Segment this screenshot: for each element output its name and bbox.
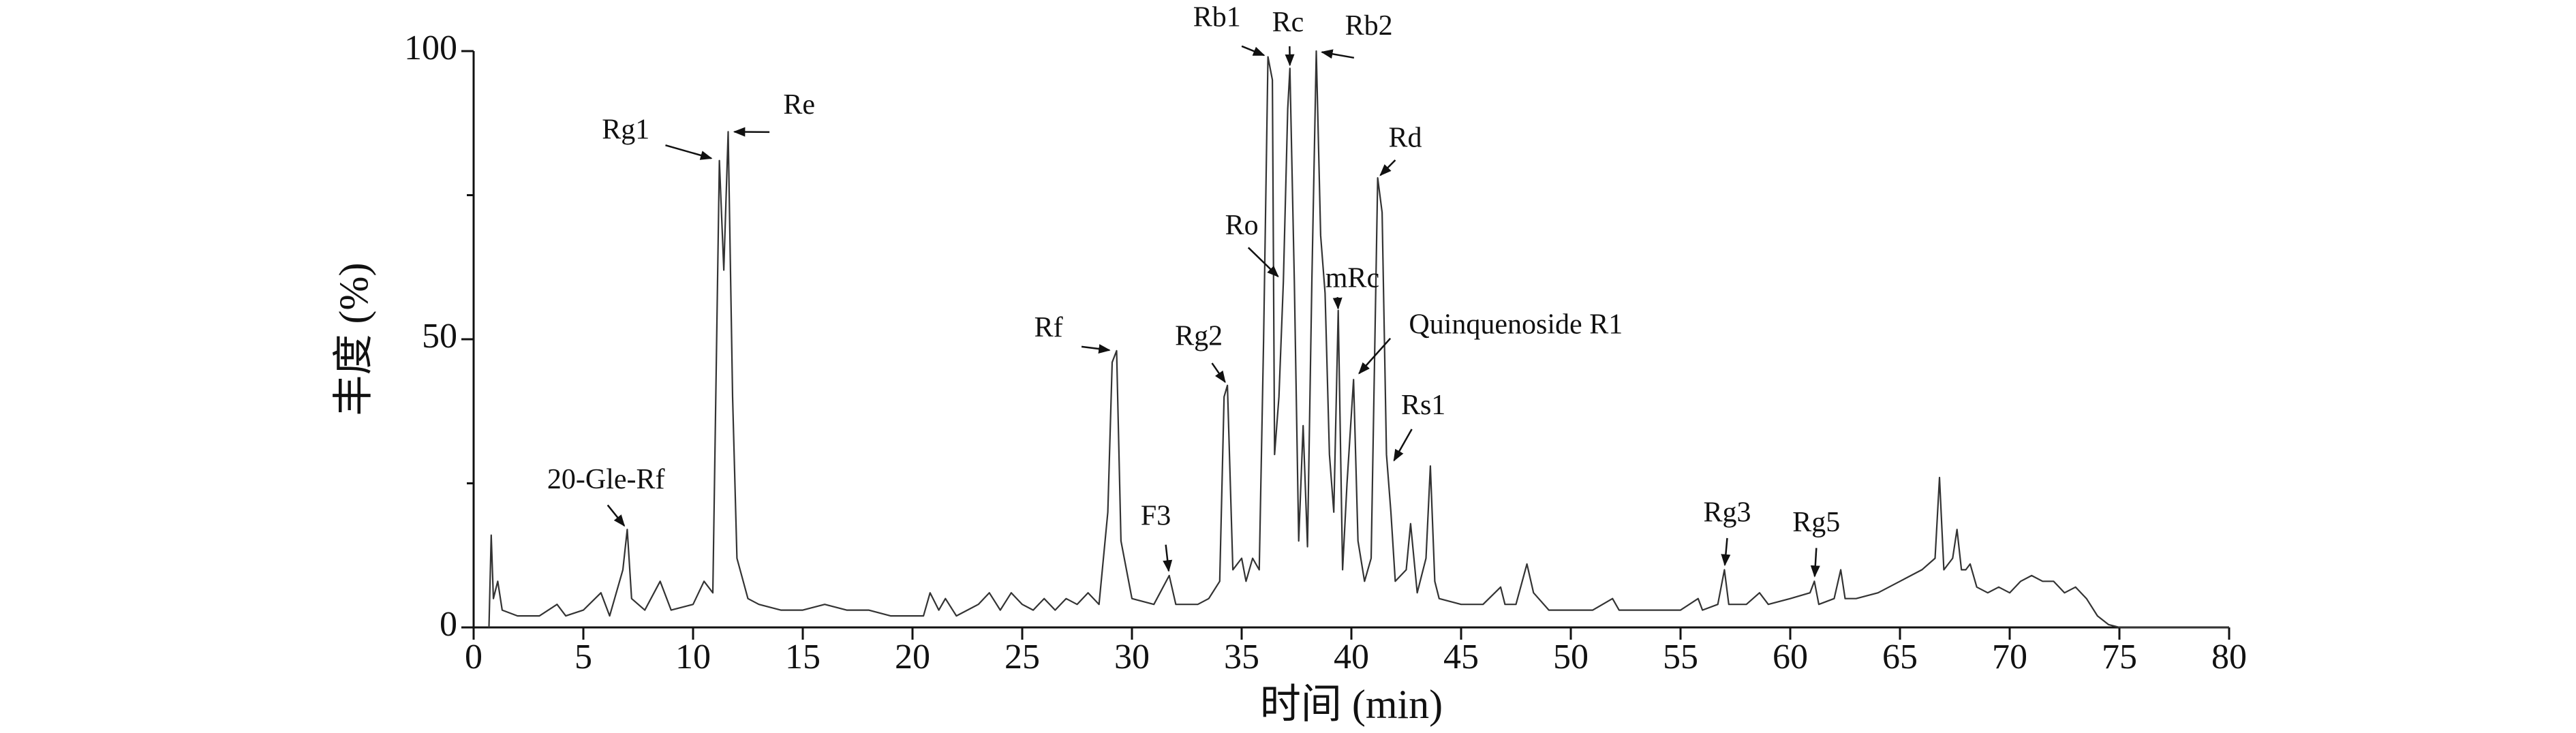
- x-tick-label: 25: [1005, 638, 1040, 676]
- x-tick-label: 30: [1114, 638, 1150, 676]
- peak-arrow: [1379, 159, 1396, 176]
- peak-label: mRc: [1325, 263, 1379, 294]
- y-tick-label: 100: [404, 29, 457, 67]
- peak-arrow: [1081, 344, 1111, 354]
- peak-label: Rs1: [1401, 390, 1445, 421]
- peak-arrow: [1810, 548, 1820, 578]
- peak-arrow: [1321, 49, 1355, 59]
- x-tick-label: 55: [1663, 638, 1698, 676]
- x-axis-title: 时间 (min): [1260, 682, 1443, 727]
- peak-arrow: [1358, 337, 1392, 375]
- x-tick-label: 40: [1334, 638, 1369, 676]
- peak-label: Rd: [1388, 123, 1422, 154]
- peak-arrow: [665, 144, 713, 160]
- y-axis-title: 丰度 (%): [331, 263, 376, 416]
- chromatogram-line: [488, 50, 2229, 629]
- peak-label: Rg3: [1703, 497, 1751, 529]
- peak-label: Rc: [1272, 7, 1304, 38]
- peak-label: F3: [1141, 500, 1171, 531]
- x-tick-label: 50: [1553, 638, 1589, 676]
- x-tick-label: 35: [1224, 638, 1259, 676]
- peak-label: 20-Gle-Rf: [547, 464, 665, 495]
- x-tick-label: 20: [895, 638, 930, 676]
- peak-arrow: [607, 504, 626, 527]
- x-tick-label: 75: [2102, 638, 2137, 676]
- peak-label: Rb2: [1345, 10, 1393, 42]
- peak-label: Rg1: [602, 114, 649, 145]
- peak-arrow: [1163, 544, 1173, 572]
- peak-label: Rg2: [1175, 320, 1223, 352]
- x-tick-label: 10: [675, 638, 711, 676]
- peak-label: Ro: [1225, 210, 1259, 241]
- x-tick-label: 0: [465, 638, 482, 676]
- peak-arrow: [1247, 247, 1279, 278]
- peak-arrow: [1393, 428, 1413, 462]
- x-tick-label: 15: [785, 638, 821, 676]
- peak-label: Rb1: [1193, 2, 1241, 33]
- peak-label: Rg5: [1792, 507, 1840, 538]
- peak-arrow: [1211, 362, 1226, 384]
- peak-label: Quinquenoside R1: [1409, 309, 1623, 340]
- peak-arrow: [1721, 537, 1731, 567]
- y-tick-label: 0: [440, 605, 457, 644]
- y-tick-label: 50: [422, 317, 457, 356]
- peak-label: Rf: [1034, 312, 1063, 343]
- peak-label: Re: [783, 89, 815, 121]
- x-tick-label: 80: [2211, 638, 2247, 676]
- x-tick-label: 60: [1773, 638, 1808, 676]
- x-tick-label: 45: [1443, 638, 1479, 676]
- x-tick-label: 70: [1992, 638, 2027, 676]
- x-tick-label: 65: [1882, 638, 1918, 676]
- peak-arrow: [1241, 45, 1266, 57]
- x-tick-label: 5: [574, 638, 592, 676]
